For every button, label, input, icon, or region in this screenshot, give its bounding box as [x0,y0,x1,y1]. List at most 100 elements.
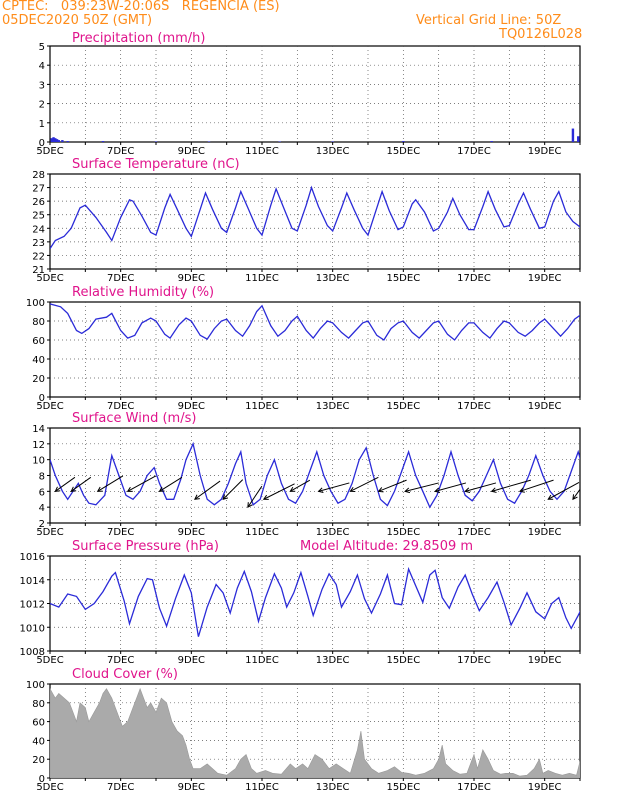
pressure-xtick-label: 17DEC [457,655,491,666]
wind-arrow-head [54,486,61,492]
pressure-xtick-label: 13DEC [316,655,350,666]
precip-bar [101,141,105,142]
precip-bar [55,139,59,142]
pressure-ytick-label: 1014 [20,576,45,587]
pressure-xtick-label: 15DEC [386,655,420,666]
pressure-ytick-label: 1016 [20,552,45,563]
precip-ytick-label: 3 [39,80,45,91]
precip-ytick-label: 5 [39,42,45,53]
temp-xtick-label: 5DEC [36,273,63,284]
rh-xtick-label: 5DEC [36,401,63,412]
precip-bar [571,128,575,142]
wind-arrow-shaft [603,480,618,491]
wind-arrow-shaft [263,483,295,500]
wind-arrow-head [158,486,165,492]
wind-arrow-shaft [491,479,532,492]
wind-arrow-head [262,494,269,500]
wind-ytick-label: 10 [32,456,45,467]
wind-arrow-shaft [159,476,183,492]
cloud-ytick-label: 80 [32,699,45,710]
precip-bar [402,141,405,142]
precip-ytick-label: 2 [39,100,45,111]
temp-xtick-label: 13DEC [316,273,350,284]
precip-xtick-label: 19DEC [528,146,562,157]
wind-line [50,441,580,509]
run-date-label: 05DEC2020 50Z (GMT) [2,13,153,28]
precip-bar [278,141,281,142]
wind-arrow-shaft [378,479,407,492]
precip-xtick-label: 9DEC [178,146,205,157]
precip-ytick-label: 4 [39,61,45,72]
cloud-panel: 0 20 40 60 80 100 5DEC 7DEC 9DEC 11DEC 13DEC 15DEC 1… [26,667,581,793]
wind-arrow-shaft [350,476,379,492]
wind-ytick-label: 8 [39,472,45,483]
precip-panel: 0 1 2 3 4 5 5DEC 7DEC 9DEC 11DEC 13DEC 15DEC 17DEC 19… [36,31,581,157]
rh-xtick-label: 7DEC [107,401,134,412]
model-code-label: TQ0126L028 [499,27,583,42]
temp-xtick-label: 9DEC [178,273,205,284]
temp-data [50,185,580,249]
wind-arrow-shaft [247,485,263,508]
cloud-ytick-label: 40 [32,736,45,747]
rh-ytick-label: 60 [32,336,45,347]
precip-title: Precipitation (mm/h) [72,31,205,46]
precip-bar [331,141,334,142]
precip-bar [61,140,64,142]
precip-xtick-label: 13DEC [316,146,350,157]
precip-ytick-label: 1 [39,119,45,130]
wind-arrow-shaft [290,479,311,492]
rh-frame [49,301,581,398]
rh-xtick-label: 17DEC [457,401,491,412]
station-header: CPTEC: 039:23W-20:06S REGENCIA (ES) [2,0,280,14]
temp-ytick-label: 25 [32,211,45,222]
rh-data [50,303,580,341]
wind-arrow-head [603,487,608,491]
wind-arrow-head [518,487,525,493]
precip-xtick-label: 5DEC [36,146,63,157]
precip-bar [577,136,580,142]
temp-line [50,185,580,249]
temp-ytick-label: 26 [32,197,45,208]
wind-arrow-head [349,486,356,493]
temp-xtick-label: 15DEC [386,273,420,284]
wind-arrow-shaft [55,476,76,492]
wind-xtick-label: 9DEC [178,527,205,538]
rh-title: Relative Humidity (%) [72,285,214,300]
wind-xtick-label: 13DEC [316,527,350,538]
cloud-data [50,687,580,778]
rh-ytick-label: 80 [32,317,45,328]
wind-arrow-head [572,494,578,501]
wind-ytick-label: 14 [32,424,45,435]
pressure-xtick-label: 5DEC [36,655,63,666]
wind-ytick-label: 12 [32,440,45,451]
wind-xtick-label: 19DEC [528,527,562,538]
wind-xtick-label: 17DEC [457,527,491,538]
wind-arrow-shaft [97,475,124,492]
rh-ytick-label: 0 [39,393,45,404]
wind-arrow-shaft [194,480,221,500]
precip-bar [154,141,158,142]
cloud-xtick-label: 11DEC [245,782,279,793]
precip-xtick-label: 11DEC [245,146,279,157]
temp-ytick-label: 27 [32,184,45,195]
wind-arrow-shaft [572,488,580,500]
temp-ytick-label: 28 [32,170,45,181]
wind-arrow-shaft [465,482,497,492]
temp-ytick-label: 24 [32,224,45,235]
rh-xtick-label: 11DEC [245,401,279,412]
temp-xtick-label: 7DEC [107,273,134,284]
temp-xtick-label: 19DEC [528,273,562,284]
wind-arrow-head [222,494,229,500]
wind-arrow-head [247,502,253,509]
wind-arrow-head [547,494,554,500]
wind-arrow-head [126,486,133,492]
wind-arrow-head [377,487,384,493]
cloud-ytick-label: 0 [39,774,45,785]
wind-arrow-shaft [435,482,467,492]
temp-xtick-label: 11DEC [245,273,279,284]
wind-arrow-head [490,487,497,493]
rh-ytick-label: 100 [26,298,45,309]
wind-arrow-shaft [222,479,244,500]
precip-bar [57,140,61,142]
